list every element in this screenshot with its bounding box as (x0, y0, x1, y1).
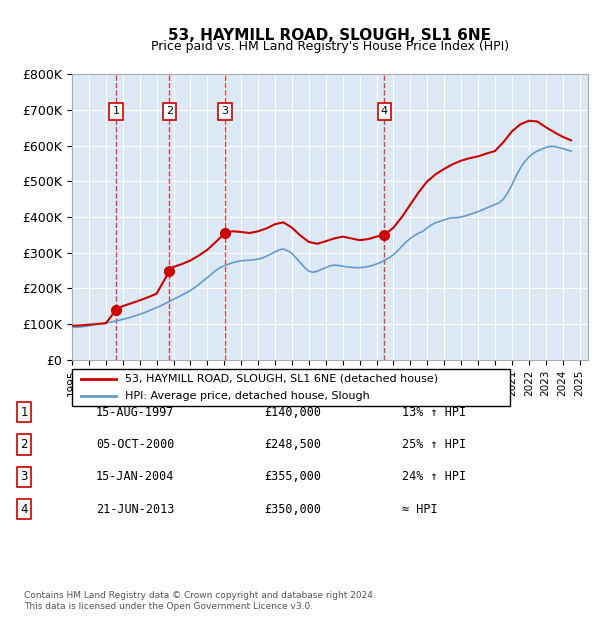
Text: 2: 2 (20, 438, 28, 451)
Text: 3: 3 (221, 107, 229, 117)
Text: HPI: Average price, detached house, Slough: HPI: Average price, detached house, Slou… (125, 391, 370, 401)
Text: ≈ HPI: ≈ HPI (402, 503, 437, 515)
Text: 24% ↑ HPI: 24% ↑ HPI (402, 471, 466, 483)
Text: 2: 2 (166, 107, 173, 117)
Text: 4: 4 (381, 107, 388, 117)
Text: Contains HM Land Registry data © Crown copyright and database right 2024.
This d: Contains HM Land Registry data © Crown c… (24, 591, 376, 611)
Text: 4: 4 (20, 503, 28, 515)
Text: 53, HAYMILL ROAD, SLOUGH, SL1 6NE: 53, HAYMILL ROAD, SLOUGH, SL1 6NE (169, 28, 491, 43)
Text: 1: 1 (113, 107, 120, 117)
FancyBboxPatch shape (72, 369, 510, 406)
Text: 3: 3 (20, 471, 28, 483)
Text: 13% ↑ HPI: 13% ↑ HPI (402, 406, 466, 419)
Text: 25% ↑ HPI: 25% ↑ HPI (402, 438, 466, 451)
Text: 21-JUN-2013: 21-JUN-2013 (96, 503, 175, 515)
Text: Price paid vs. HM Land Registry's House Price Index (HPI): Price paid vs. HM Land Registry's House … (151, 40, 509, 53)
Text: 53, HAYMILL ROAD, SLOUGH, SL1 6NE (detached house): 53, HAYMILL ROAD, SLOUGH, SL1 6NE (detac… (125, 374, 437, 384)
Text: £350,000: £350,000 (264, 503, 321, 515)
Text: £140,000: £140,000 (264, 406, 321, 419)
Text: 15-JAN-2004: 15-JAN-2004 (96, 471, 175, 483)
Text: 1: 1 (20, 406, 28, 419)
Text: 15-AUG-1997: 15-AUG-1997 (96, 406, 175, 419)
Text: 05-OCT-2000: 05-OCT-2000 (96, 438, 175, 451)
Text: £248,500: £248,500 (264, 438, 321, 451)
Text: £355,000: £355,000 (264, 471, 321, 483)
